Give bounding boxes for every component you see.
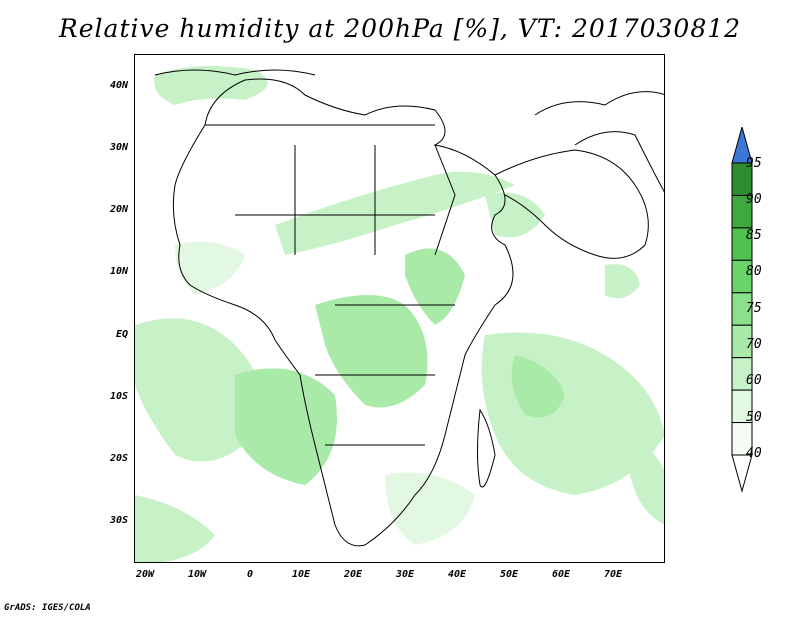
coastlines — [154, 69, 664, 547]
lon-tick-label: 20W — [135, 569, 155, 580]
grads-credit: GrADS: IGES/COLA — [4, 603, 91, 613]
lat-tick-label: EQ — [115, 329, 128, 340]
lon-tick-label: 30E — [395, 569, 415, 580]
colorbar-level-label: 40 — [746, 446, 762, 461]
colorbar-level-label: 75 — [746, 301, 762, 316]
lon-tick-label: 20E — [343, 569, 363, 580]
lat-tick-label: 30N — [109, 142, 128, 153]
lat-tick-label: 20S — [109, 453, 128, 464]
colorbar-underflow-triangle — [731, 454, 753, 493]
colorbar-level-label: 60 — [746, 373, 762, 388]
lon-tick-label: 40E — [447, 569, 467, 580]
lon-tick-label: 60E — [551, 569, 571, 580]
lon-tick-label: 10W — [187, 569, 207, 580]
colorbar — [731, 127, 753, 493]
colorbar-level-label: 50 — [746, 410, 762, 425]
lat-tick-label: 10S — [109, 391, 128, 402]
lon-tick-label: 10E — [291, 569, 311, 580]
colorbar-level-label: 85 — [746, 228, 762, 243]
lat-tick-label: 30S — [109, 515, 128, 526]
humidity-map — [135, 66, 664, 562]
lon-tick-label: 0 — [246, 569, 254, 580]
lat-tick-label: 20N — [109, 204, 128, 215]
colorbar-swatches — [731, 162, 753, 456]
lon-tick-label: 70E — [603, 569, 623, 580]
colorbar-level-label: 80 — [746, 264, 762, 279]
lat-tick-label: 10N — [109, 266, 128, 277]
humidity-shading — [135, 66, 664, 562]
colorbar-level-label: 95 — [746, 156, 762, 171]
lon-tick-label: 50E — [499, 569, 519, 580]
lat-tick-label: 40N — [109, 80, 128, 91]
chart-title: Relative humidity at 200hPa [%], VT: 201… — [58, 14, 742, 43]
colorbar-level-label: 70 — [746, 337, 762, 352]
map-panel — [134, 54, 665, 563]
colorbar-level-label: 90 — [746, 192, 762, 207]
